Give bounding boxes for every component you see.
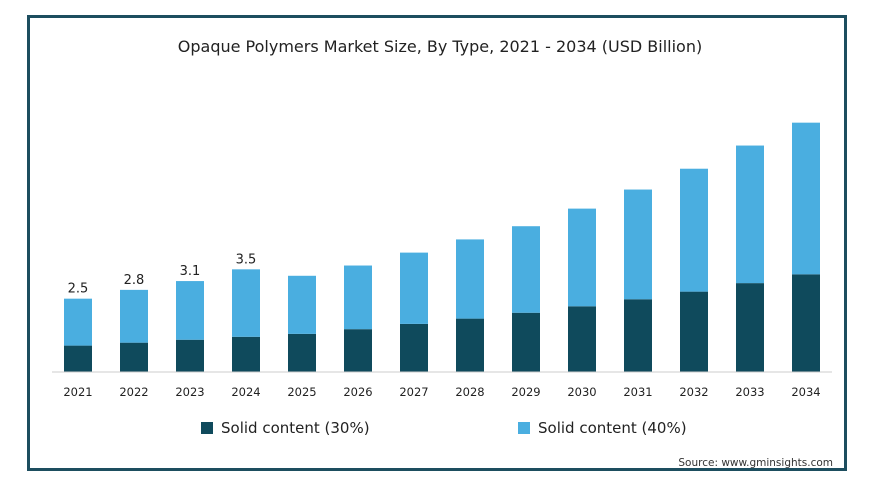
x-tick-label-2028: 2028 <box>455 385 484 399</box>
data-label-2023: 3.1 <box>180 264 201 279</box>
x-tick-label-2024: 2024 <box>231 385 260 399</box>
data-label-2024: 3.5 <box>236 252 257 267</box>
bar-2030-series-2 <box>568 208 596 307</box>
x-tick-label-2021: 2021 <box>63 385 92 399</box>
bar-2031-series-1 <box>624 299 652 372</box>
bar-2033-series-2 <box>736 145 764 284</box>
bar-2024-series-2 <box>232 269 260 337</box>
legend-label-series-2: Solid content (40%) <box>538 419 687 437</box>
bar-2028-series-1 <box>456 318 484 372</box>
bar-2027-series-1 <box>400 323 428 372</box>
legend-item-series-1: Solid content (30%) <box>201 419 370 437</box>
bar-2034-series-1 <box>792 274 820 372</box>
x-tick-label-2033: 2033 <box>735 385 764 399</box>
bar-2032-series-2 <box>680 168 708 292</box>
x-tick-label-2032: 2032 <box>679 385 708 399</box>
x-tick-label-2022: 2022 <box>119 385 148 399</box>
bar-2033-series-1 <box>736 283 764 372</box>
source-note: Source: www.gminsights.com <box>678 457 833 469</box>
bar-2029-series-2 <box>512 226 540 313</box>
bar-2028-series-2 <box>456 239 484 319</box>
chart-frame <box>27 15 847 471</box>
bar-2022-series-1 <box>120 342 148 372</box>
x-tick-label-2031: 2031 <box>623 385 652 399</box>
bar-2034-series-2 <box>792 122 820 275</box>
data-labels: 2.5 2.8 3.1 3.5 <box>68 252 257 296</box>
legend-swatch-series-2 <box>518 422 530 434</box>
legend-item-series-2: Solid content (40%) <box>518 419 687 437</box>
bar-2021-series-1 <box>64 345 92 372</box>
data-label-2021: 2.5 <box>68 282 89 297</box>
x-tick-label-2034: 2034 <box>791 385 820 399</box>
bar-2022-series-2 <box>120 289 148 343</box>
chart-title: Opaque Polymers Market Size, By Type, 20… <box>177 37 703 56</box>
x-tick-label-2030: 2030 <box>567 385 596 399</box>
bars-group <box>64 122 820 372</box>
x-tick-label-2029: 2029 <box>511 385 540 399</box>
data-label-2022: 2.8 <box>124 273 145 288</box>
bar-2026-series-1 <box>344 329 372 372</box>
legend-label-series-1: Solid content (30%) <box>221 419 370 437</box>
bar-2026-series-2 <box>344 265 372 330</box>
bar-2024-series-1 <box>232 336 260 372</box>
x-tick-labels: 2021 2022 2023 2024 2025 2026 2027 2028 2029 2030… <box>63 385 820 399</box>
bar-2025-series-1 <box>288 333 316 372</box>
legend: Solid content (30%) Solid content (40%) <box>0 419 880 441</box>
x-tick-label-2026: 2026 <box>343 385 372 399</box>
legend-swatch-series-1 <box>201 422 213 434</box>
x-tick-label-2023: 2023 <box>175 385 204 399</box>
bar-2025-series-2 <box>288 275 316 334</box>
bar-2029-series-1 <box>512 312 540 372</box>
bar-2030-series-1 <box>568 306 596 372</box>
bar-2027-series-2 <box>400 252 428 324</box>
bar-2023-series-1 <box>176 339 204 372</box>
bar-2031-series-2 <box>624 189 652 300</box>
bar-2021-series-2 <box>64 298 92 346</box>
bar-2032-series-1 <box>680 291 708 372</box>
x-tick-label-2025: 2025 <box>287 385 316 399</box>
x-tick-label-2027: 2027 <box>399 385 428 399</box>
bar-2023-series-2 <box>176 281 204 340</box>
